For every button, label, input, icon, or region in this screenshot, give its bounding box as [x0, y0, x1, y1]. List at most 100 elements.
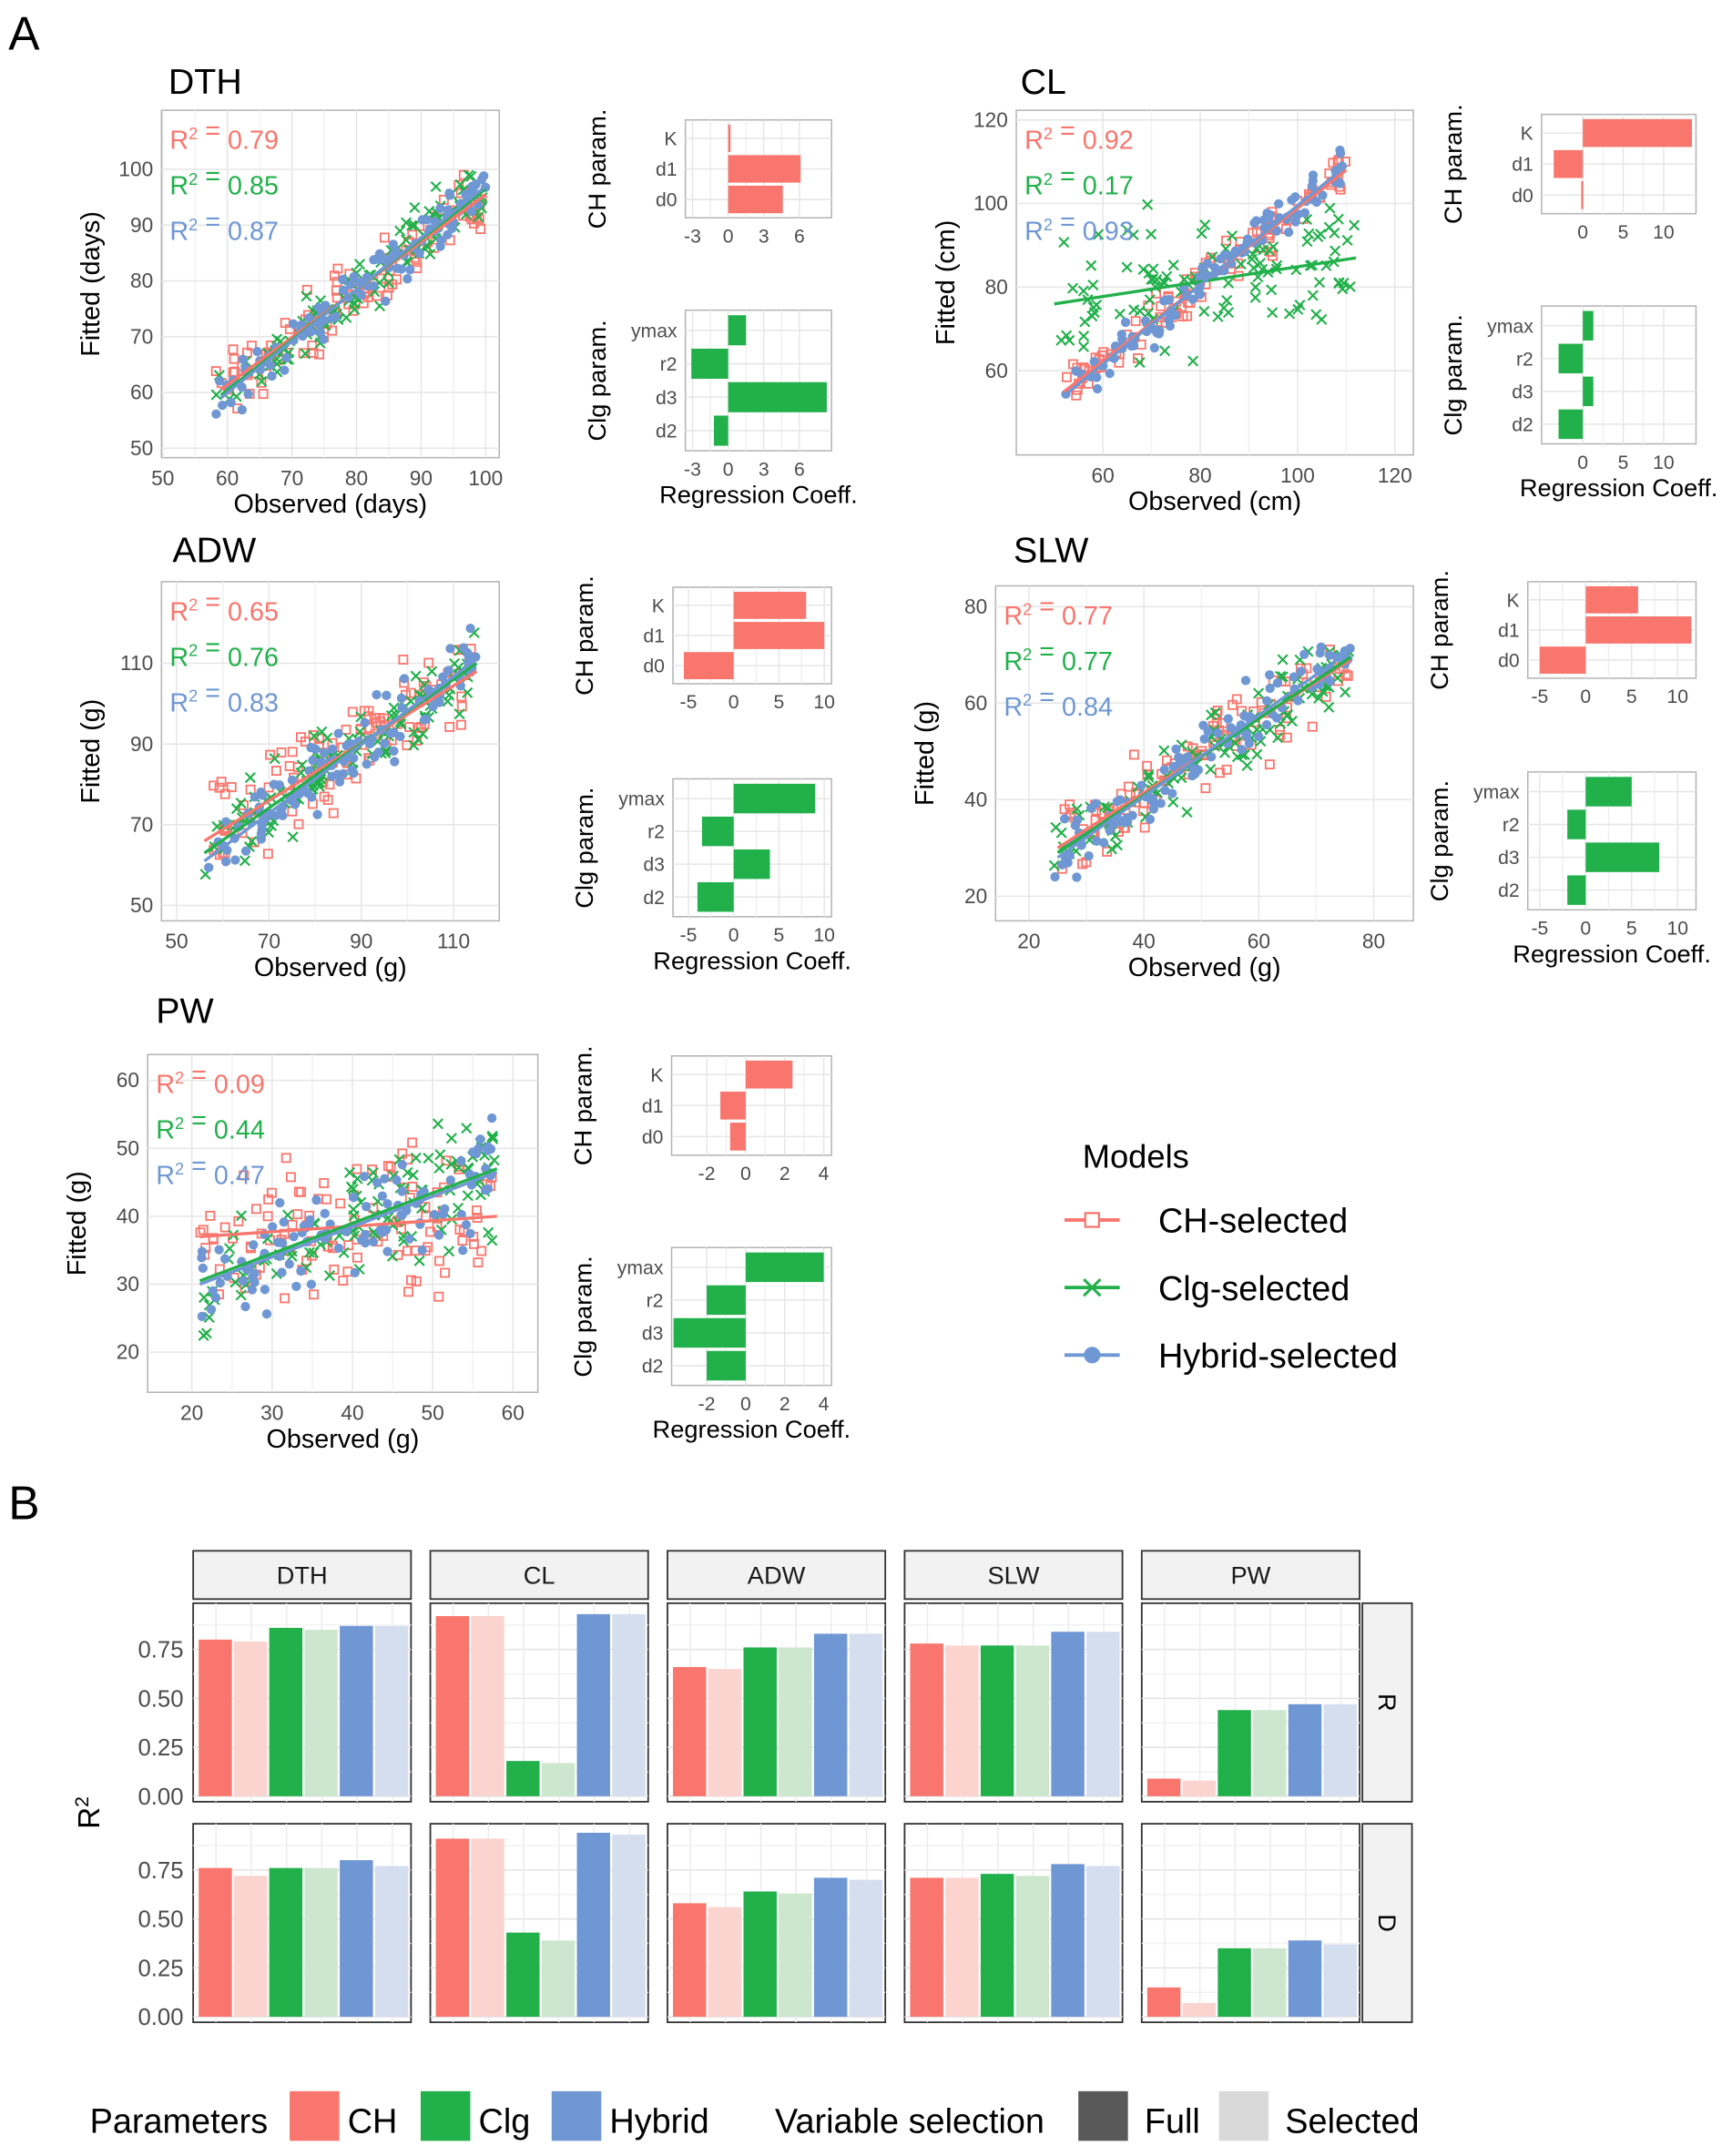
ch-point: [314, 349, 325, 360]
hybrid-point: [373, 747, 383, 758]
coef-y-axis-label: Clg param.: [1439, 314, 1467, 435]
r2-value: 0.47: [214, 1162, 265, 1191]
coef-x-tick-label: 0: [723, 226, 734, 247]
bar-hybrid-full: [576, 1613, 610, 1796]
y-axis-label: Fitted (days): [76, 211, 106, 357]
clg-point: [199, 1291, 210, 1304]
coef-x-tick-label: 2: [779, 1164, 790, 1185]
square-marker-icon: [1084, 1212, 1101, 1228]
clg-point: [430, 180, 442, 193]
coef-x-tick-label: 0: [1580, 919, 1591, 940]
hybrid-point: [382, 1199, 392, 1209]
ch-point: [402, 1246, 413, 1256]
ch-point: [1221, 764, 1232, 775]
coef-param-label: d2: [1498, 880, 1520, 901]
hybrid-point: [265, 360, 275, 371]
r2-value: 0.44: [214, 1116, 265, 1145]
hybrid-point: [397, 703, 407, 713]
hybrid-point: [1072, 815, 1083, 825]
ch-point: [468, 1238, 479, 1249]
bar-ch-selected: [1182, 1780, 1217, 1796]
coef-x-tick-label: 0: [1577, 222, 1588, 243]
clg-point: [1146, 273, 1159, 285]
hybrid-point: [243, 389, 253, 399]
bar-ch-full: [673, 1666, 707, 1796]
coef-x-tick-label: 10: [1653, 222, 1675, 243]
hybrid-point: [332, 769, 342, 779]
bar-clg-full: [980, 1874, 1014, 2018]
hybrid-point: [1187, 294, 1197, 304]
ch-point: [382, 1161, 393, 1172]
bar-ch-selected: [471, 1616, 504, 1796]
y-tick-label: 90: [130, 732, 153, 756]
coef-x-tick-label: 0: [723, 459, 734, 480]
y-tick-label: 20: [964, 884, 987, 908]
coef-x-tick-label: 5: [1626, 686, 1637, 707]
coef-bar-d0: [683, 652, 734, 680]
y-tick-label: 110: [120, 651, 153, 675]
hybrid-point: [1287, 195, 1297, 205]
hybrid-point: [1318, 190, 1328, 200]
coef-x-tick-label: 10: [1666, 686, 1688, 707]
coef-x-tick-label: 10: [813, 692, 835, 713]
bar-hybrid-selected: [849, 1879, 883, 2018]
hybrid-point: [305, 1215, 315, 1225]
hybrid-point: [392, 1175, 402, 1185]
hybrid-point: [443, 666, 453, 676]
r2-value: 0.85: [228, 171, 279, 200]
y-tick-label: 70: [130, 324, 153, 348]
hybrid-point: [440, 1204, 450, 1214]
clg-point: [407, 1169, 419, 1181]
clg-point: [353, 259, 366, 270]
hybrid-point: [341, 740, 351, 751]
clg-point: [1142, 198, 1154, 210]
hybrid-point: [395, 731, 405, 742]
bar-clg-full: [506, 1932, 540, 2018]
hybrid-point: [1272, 678, 1283, 688]
hybrid-point: [414, 249, 424, 259]
clg-point: [488, 1154, 500, 1166]
ch-point: [233, 1215, 244, 1226]
x-tick-label: 40: [1132, 930, 1155, 953]
y-tick-label: 0.50: [138, 1686, 183, 1712]
clg-point: [1294, 299, 1306, 311]
hybrid-point: [1265, 670, 1275, 680]
hybrid-point: [1283, 227, 1294, 238]
hybrid-point: [1160, 785, 1170, 796]
hybrid-point: [458, 643, 469, 653]
legend-swatch-ch: [290, 2090, 340, 2141]
clg-point: [256, 375, 268, 387]
clg-point: [244, 772, 256, 784]
hybrid-point: [1240, 676, 1251, 686]
coef-bar-ymax: [1585, 777, 1632, 807]
ch-point: [433, 1291, 444, 1302]
bar-hybrid-full: [576, 1832, 610, 2018]
hybrid-point: [487, 1113, 497, 1124]
coef-param-label: d0: [642, 1127, 664, 1148]
r2-bar-chart: DTH CL ADW SLW PW R 0.00 0.25 0.50 0.75 D 0.00 0.25 0…: [72, 1550, 1413, 2030]
hybrid-point: [1092, 836, 1102, 846]
hybrid-point: [327, 744, 338, 755]
coef-bar-d3: [728, 381, 827, 412]
hybrid-point: [349, 271, 359, 282]
coef-bar-K: [733, 591, 807, 619]
bar-hybrid-selected: [1086, 1866, 1120, 2018]
hybrid-point: [204, 862, 214, 872]
hybrid-point: [1207, 752, 1217, 762]
coef-param-label: d0: [1512, 186, 1533, 207]
hybrid-point: [197, 1246, 208, 1256]
hybrid-point: [219, 1254, 230, 1264]
x-tick-label: 60: [1092, 463, 1115, 487]
coef-bar-K: [1585, 585, 1638, 614]
y-axis-label: Fitted (g): [911, 701, 940, 806]
clg-point: [433, 1162, 445, 1175]
ch-point: [411, 1276, 422, 1286]
bar-hybrid-full: [1051, 1864, 1085, 2018]
hybrid-point: [1213, 727, 1223, 738]
clg-point: [1199, 219, 1211, 231]
clg-point: [432, 1118, 443, 1130]
ch-point: [319, 1178, 330, 1188]
hybrid-point: [419, 715, 430, 725]
clg-point: [235, 1210, 248, 1222]
clg-point: [1254, 258, 1267, 270]
